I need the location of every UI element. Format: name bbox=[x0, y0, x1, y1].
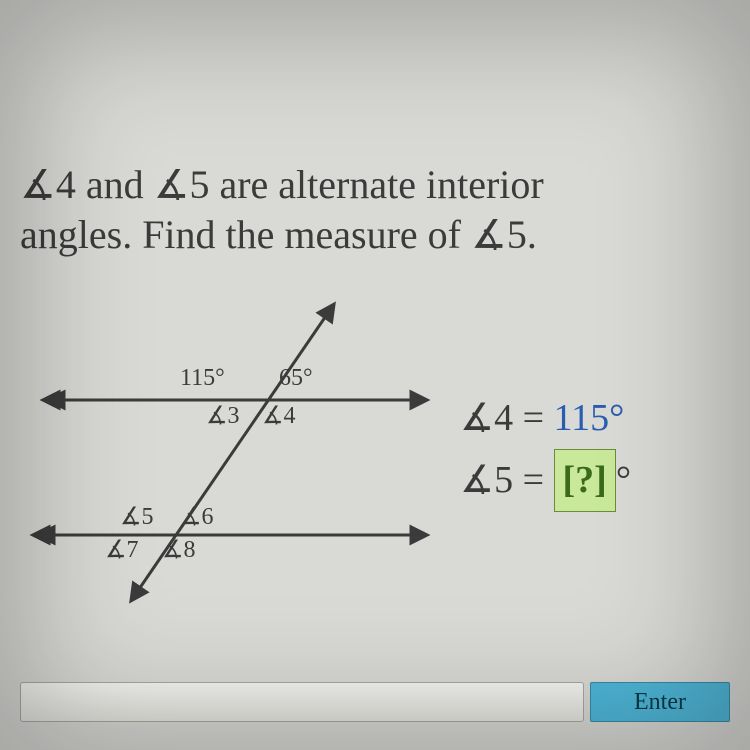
eq2-lhs: ∡5 = bbox=[460, 459, 554, 501]
content-area: ∡4 and ∡5 are alternate interior angles.… bbox=[20, 160, 730, 610]
problem-line-2: angles. Find the measure of ∡5. bbox=[20, 212, 537, 257]
label-a3: ∡3 bbox=[206, 401, 240, 430]
diagram-svg bbox=[20, 290, 440, 610]
angle-diagram: 115° 65° ∡3 ∡4 ∡5 ∡6 ∡7 ∡8 bbox=[20, 290, 440, 610]
eq1-value: 115° bbox=[554, 397, 625, 439]
equations: ∡4 = 115° ∡5 = [?]° bbox=[460, 388, 631, 512]
diagram-row: 115° 65° ∡3 ∡4 ∡5 ∡6 ∡7 ∡8 ∡4 = 115° ∡5 … bbox=[20, 290, 730, 610]
label-a4: ∡4 bbox=[262, 401, 296, 430]
answer-box[interactable]: [?] bbox=[554, 449, 616, 512]
enter-button[interactable]: Enter bbox=[590, 682, 730, 722]
label-a5: ∡5 bbox=[120, 502, 154, 531]
problem-statement: ∡4 and ∡5 are alternate interior angles.… bbox=[20, 160, 730, 260]
label-a8: ∡8 bbox=[162, 535, 196, 564]
label-65: 65° bbox=[279, 365, 313, 392]
input-bar: Enter bbox=[20, 682, 730, 722]
label-a6: ∡6 bbox=[180, 502, 214, 531]
label-115: 115° bbox=[180, 365, 225, 392]
label-a7: ∡7 bbox=[105, 535, 139, 564]
equation-2: ∡5 = [?]° bbox=[460, 449, 631, 512]
eq1-lhs: ∡4 = bbox=[460, 397, 554, 439]
equation-1: ∡4 = 115° bbox=[460, 388, 631, 449]
problem-line-1: ∡4 and ∡5 are alternate interior bbox=[20, 162, 544, 207]
eq2-deg: ° bbox=[616, 459, 631, 501]
answer-input[interactable] bbox=[20, 682, 584, 722]
